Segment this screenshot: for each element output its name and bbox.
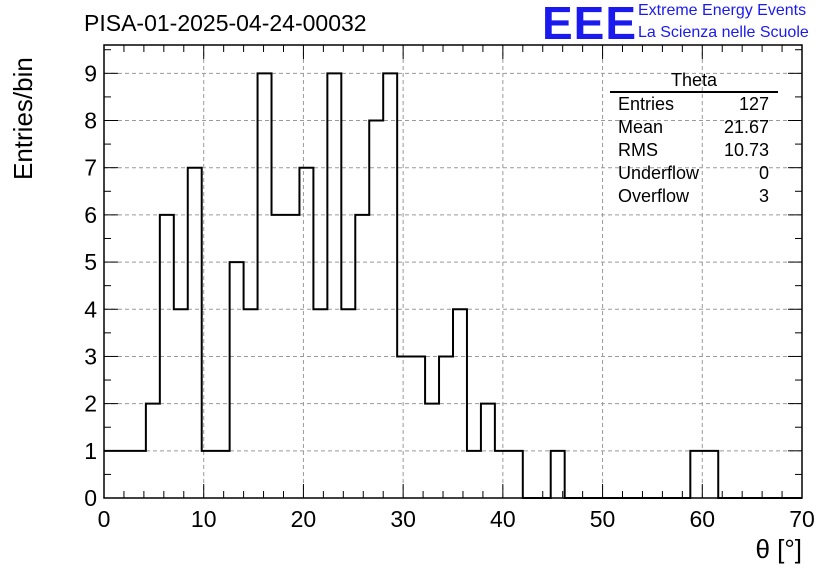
chart-title: PISA-01-2025-04-24-00032 — [84, 10, 367, 36]
y-tick-label: 0 — [84, 485, 97, 511]
y-tick-label: 6 — [84, 202, 97, 228]
x-tick-label: 30 — [390, 506, 416, 532]
y-tick-label: 7 — [84, 155, 97, 181]
logo-line-1: Extreme Energy Events — [638, 2, 807, 19]
x-tick-label: 60 — [689, 506, 715, 532]
stats-row-rms: RMS 10.73 — [610, 139, 778, 162]
stats-value: 10.73 — [723, 140, 769, 160]
x-tick-label: 10 — [191, 506, 217, 532]
y-tick-label: 2 — [84, 391, 97, 417]
stats-value: 21.67 — [723, 117, 769, 137]
x-tick-label: 40 — [490, 506, 516, 532]
y-tick-label: 4 — [84, 296, 97, 322]
stats-row-underflow: Underflow 0 — [610, 162, 778, 185]
y-axis-label: Entries/bin — [8, 57, 38, 180]
eee-logo: EEE — [542, 0, 638, 49]
x-tick-label: 20 — [291, 506, 317, 532]
x-tick-label: 70 — [789, 506, 815, 532]
y-tick-label: 3 — [84, 343, 97, 369]
stats-row-entries: Entries 127 — [610, 93, 778, 116]
plot-frame — [103, 44, 803, 499]
logo-line-2: La Scienza nelle Scuole — [638, 24, 809, 41]
stats-value: 3 — [758, 186, 769, 206]
y-tick-label: 8 — [84, 108, 97, 134]
x-tick-label: 0 — [98, 506, 111, 532]
stats-value: 0 — [758, 163, 769, 183]
y-tick-label: 9 — [84, 60, 97, 86]
y-tick-label: 1 — [84, 438, 97, 464]
stats-box: Theta Entries 127 Mean 21.67 RMS 10.73 U… — [610, 70, 778, 208]
stats-label: Entries — [618, 94, 675, 114]
stats-title: Theta — [610, 70, 778, 93]
stats-row-mean: Mean 21.67 — [610, 116, 778, 139]
y-tick-label: 5 — [84, 249, 97, 275]
stats-row-overflow: Overflow 3 — [610, 185, 778, 208]
x-axis-label: θ [°] — [755, 534, 802, 564]
stats-label: Overflow — [618, 186, 690, 206]
stats-value: 127 — [738, 94, 769, 114]
stats-label: Mean — [618, 117, 664, 137]
x-tick-label: 50 — [590, 506, 616, 532]
stats-label: Underflow — [618, 163, 700, 183]
stats-label: RMS — [618, 140, 658, 160]
